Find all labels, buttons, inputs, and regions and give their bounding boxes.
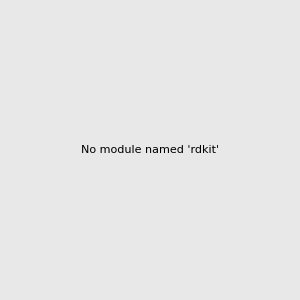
Text: No module named 'rdkit': No module named 'rdkit' <box>81 145 219 155</box>
